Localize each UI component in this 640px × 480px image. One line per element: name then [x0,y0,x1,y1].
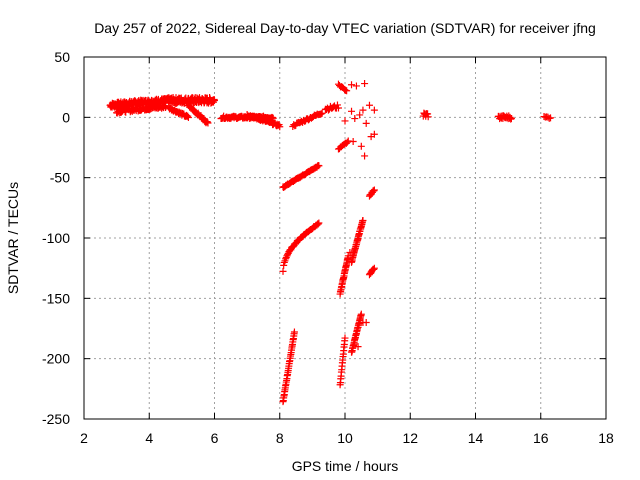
x-tick-label: 18 [598,430,614,446]
data-markers [106,80,555,406]
data-point [424,113,432,121]
data-point [357,142,365,150]
x-tick-label: 16 [533,430,549,446]
data-point [276,123,284,131]
y-tick-label: 0 [62,109,70,125]
data-point [343,87,351,95]
data-point [507,115,515,123]
data-point [282,255,290,263]
data-point [314,220,322,228]
data-point [356,111,364,119]
data-point [348,107,356,115]
data-point [184,112,192,120]
data-point [506,113,514,121]
y-tick-label: 50 [54,49,70,65]
data-point [211,96,218,104]
data-point [280,261,288,269]
data-point [269,114,277,122]
data-point [354,343,362,351]
data-point [362,318,370,326]
y-axis-label: SDTVAR / TECUs [5,182,21,294]
data-point [351,115,359,123]
data-point [370,186,378,194]
data-point [203,118,211,126]
data-point [361,152,369,160]
x-tick-label: 8 [276,430,284,446]
x-axis-label: GPS time / hours [292,458,399,474]
data-point [284,251,292,259]
x-tick-label: 6 [211,430,219,446]
data-point [362,119,370,127]
axis-ticks: 2 4 6 8 10 12 14 16 18 50 0 -50 -100 -150 -200 -250 [42,49,614,446]
y-tick-label: -150 [42,290,70,306]
data-point [334,104,342,112]
data-point [161,102,169,110]
data-point [341,117,349,125]
data-point [424,110,432,118]
data-point [343,138,351,146]
data-point [370,264,378,272]
x-tick-label: 10 [337,430,353,446]
data-point [315,162,323,170]
data-point [341,334,349,342]
data-point [365,101,373,109]
data-point [359,106,367,114]
data-point [357,310,365,318]
y-tick-label: -250 [42,411,70,427]
data-point [333,101,341,109]
y-tick-label: -50 [50,170,70,186]
data-point [184,114,192,122]
x-tick-label: 14 [468,430,484,446]
data-point [348,81,356,89]
data-point [349,137,357,145]
data-point [279,267,287,275]
data-point [361,80,369,88]
data-point [370,130,378,138]
data-point [346,248,354,256]
chart-title: Day 257 of 2022, Sidereal Day-to-day VTE… [94,20,596,36]
x-tick-label: 4 [145,430,153,446]
data-point [290,328,298,336]
grid [84,57,606,419]
data-point [352,82,360,90]
x-tick-label: 2 [80,430,88,446]
data-point [359,216,367,224]
data-point [547,114,555,122]
data-point [318,109,326,117]
data-point [315,219,323,227]
data-point [370,187,378,195]
y-tick-label: -200 [42,351,70,367]
data-point [370,106,378,114]
data-point [204,119,212,127]
data-point [370,265,378,273]
y-tick-label: -100 [42,230,70,246]
data-point [280,258,288,266]
x-tick-label: 12 [402,430,418,446]
